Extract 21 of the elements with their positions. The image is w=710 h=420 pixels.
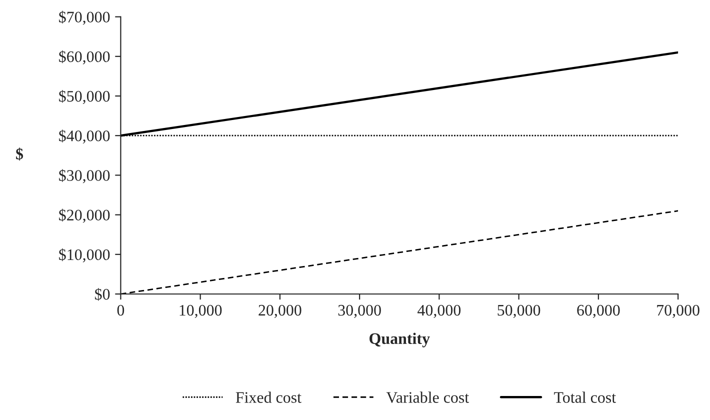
y-tick-label: $10,000 (59, 248, 110, 262)
x-axis-title: Quantity (370, 332, 430, 348)
x-tick-label: 70,000 (657, 304, 700, 318)
x-tick-label: 30,000 (338, 304, 381, 318)
x-tick-label: 20,000 (258, 304, 302, 318)
x-tick-label: 0 (117, 304, 124, 316)
legend-label: Total cost (554, 392, 616, 403)
x-tick-label: 40,000 (418, 304, 461, 318)
legend-label: Fixed cost (236, 392, 302, 403)
x-tick-label: 50,000 (498, 304, 540, 318)
y-tick-label: $30,000 (59, 169, 110, 184)
y-axis-title: $ (16, 148, 24, 160)
legend-label: Variable cost (386, 392, 469, 403)
y-tick-label: $20,000 (59, 208, 110, 223)
x-tick-label: 10,000 (180, 304, 222, 318)
y-tick-label: $70,000 (59, 10, 110, 25)
x-tick-label: 60,000 (577, 304, 620, 318)
y-tick-label: $50,000 (59, 90, 110, 104)
y-tick-label: $0 (94, 288, 110, 301)
y-tick-label: $40,000 (59, 130, 110, 144)
y-tick-label: $60,000 (59, 50, 110, 64)
